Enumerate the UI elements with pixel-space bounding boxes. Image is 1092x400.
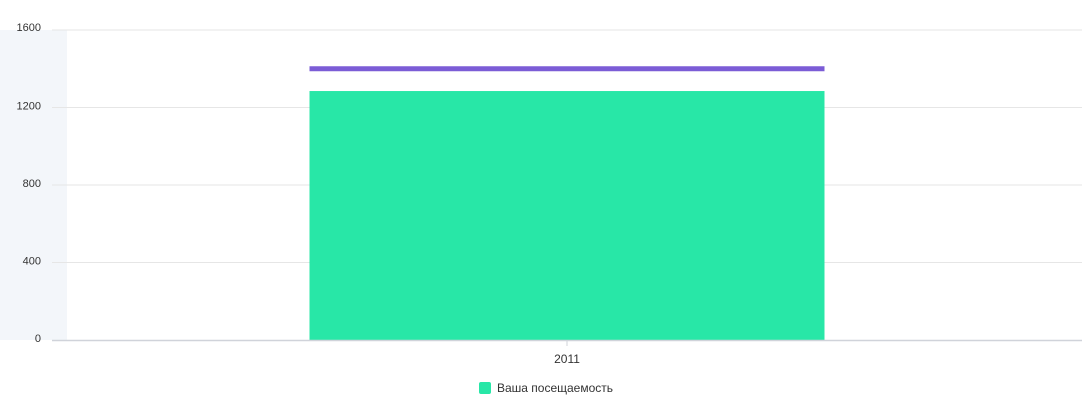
y-tick-label: 1600 (17, 22, 41, 34)
y-tick-label: 1200 (17, 101, 41, 113)
y-tick-label: 400 (23, 256, 41, 268)
bar (309, 91, 825, 340)
axes: 0 400 800 1200 1600 2011 (17, 22, 1082, 366)
y-tick-label: 800 (23, 178, 41, 190)
x-tick-label: 2011 (554, 352, 580, 366)
bars (309, 91, 825, 340)
legend-label[interactable]: Ваша посещаемость (496, 381, 614, 395)
legend: Ваша посещаемость (0, 381, 1092, 395)
reference-line (309, 66, 825, 72)
legend-swatch[interactable] (478, 382, 491, 394)
y-tick-label: 0 (35, 333, 41, 345)
reference-lines (309, 66, 825, 72)
